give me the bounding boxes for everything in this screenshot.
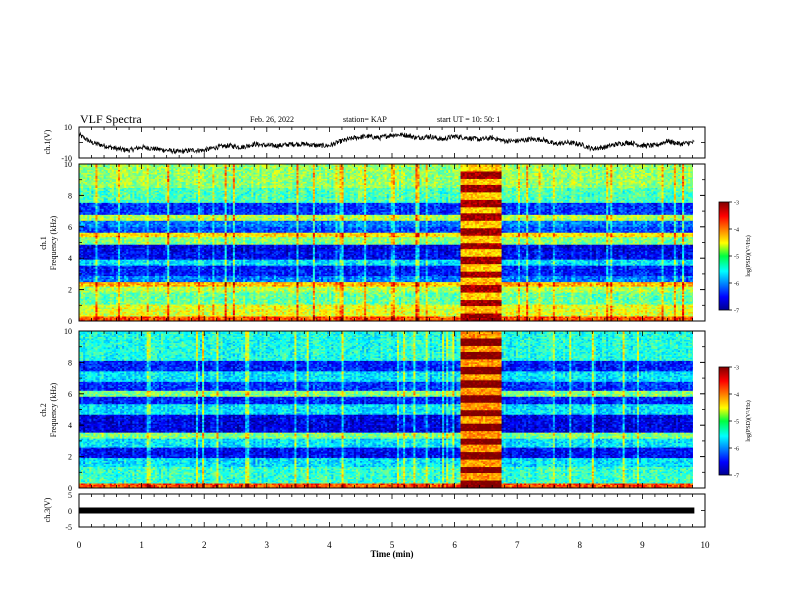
colorbar-tick-label: -6 (734, 282, 739, 288)
colorbar-tick-label: -3 (734, 366, 739, 372)
time-tick-label: 9 (640, 540, 645, 550)
ch3-ytick-mid: 0 (68, 507, 72, 516)
start-time-label: start UT = 10: 50: 1 (437, 115, 500, 124)
spec-ytick-label: 6 (68, 223, 72, 232)
station-label: station= KAP (343, 115, 387, 124)
colorbar-label: log(PSD)(V²/Hz) (745, 235, 752, 276)
time-tick-label: 4 (327, 540, 332, 550)
time-tick-label: 8 (578, 540, 583, 550)
time-tick-label: 7 (515, 540, 520, 550)
time-axis-label: Time (min) (370, 549, 413, 559)
ch3-waveform-line (79, 508, 694, 514)
spec-ytick-label: 8 (68, 191, 72, 200)
time-tick-label: 3 (265, 540, 270, 550)
spec-ytick-label: 0 (68, 317, 72, 326)
ch2-spectrogram-image (79, 331, 695, 488)
ch2-colorbar: -3 -4 -5 -6 -7 log(PSD)(V²/Hz) (719, 366, 752, 480)
ch3-waveform-ylabel: ch.3(V) (43, 497, 52, 522)
ch1-colorbar: -3 -4 -5 -6 -7 log(PSD)(V²/Hz) (719, 201, 752, 315)
ch1-spectrogram-panel: 0 2 4 6 8 10 ch.1 Frequency (kHz) -3 -4 -5 -6 -7 l… (39, 160, 752, 326)
ch3-waveform-plot (79, 508, 694, 514)
ch1-spec-ylabel-freq: Frequency (kHz) (49, 215, 58, 270)
colorbar-tick-label: -7 (734, 474, 739, 480)
spec-ytick-label: 10 (64, 327, 72, 336)
spec-ytick-label: 2 (68, 286, 72, 295)
spec-ytick-label: 2 (68, 453, 72, 462)
colorbar-tick-label: -5 (734, 420, 739, 426)
spec-ytick-label: 4 (68, 254, 72, 263)
colorbar-tick-label: -3 (734, 201, 739, 207)
ch2-spec-ylabel-channel: ch.2 (39, 403, 48, 417)
ch1-ytick-top: 10 (64, 123, 72, 132)
spec-ytick-label: 10 (64, 160, 72, 169)
ch1-waveform-line (79, 133, 694, 154)
spec-ytick-label: 6 (68, 390, 72, 399)
colorbar-label: log(PSD)(V²/Hz) (745, 400, 752, 441)
ch1-spec-ylabel-channel: ch.1 (39, 236, 48, 250)
colorbar-gradient (719, 202, 729, 310)
time-tick-label: 5 (390, 540, 395, 550)
ch1-waveform-plot (79, 133, 694, 154)
ch1-waveform-ylabel: ch.1(V) (43, 129, 52, 154)
spec-ytick-label: 8 (68, 358, 72, 367)
ch2-spec-ylabel-freq: Frequency (kHz) (49, 382, 58, 437)
colorbar-tick-label: -5 (734, 255, 739, 261)
colorbar-tick-label: -6 (734, 447, 739, 453)
date-label: Feb. 26, 2022 (250, 115, 294, 124)
time-tick-label: 0 (77, 540, 82, 550)
ch1-waveform-panel: 10 -10 ch.1(V) (43, 123, 705, 163)
ch3-ytick-bottom: -5 (65, 523, 72, 532)
ch1-spectrogram-image (79, 164, 695, 321)
ch3-ytick-top: 5 (68, 491, 72, 500)
colorbar-gradient (719, 367, 729, 475)
time-tick-label: 1 (139, 540, 144, 550)
colorbar-tick-label: -4 (734, 228, 739, 234)
colorbar-tick-label: -4 (734, 393, 739, 399)
spec-ytick-label: 4 (68, 421, 72, 430)
colorbar-tick-label: -7 (734, 309, 739, 315)
figure-title: VLF Spectra (80, 112, 142, 126)
time-tick-label: 2 (202, 540, 207, 550)
time-tick-label: 6 (452, 540, 457, 550)
time-tick-label: 10 (701, 540, 711, 550)
vlf-spectra-figure: VLF Spectra Feb. 26, 2022 station= KAP s… (0, 0, 792, 612)
